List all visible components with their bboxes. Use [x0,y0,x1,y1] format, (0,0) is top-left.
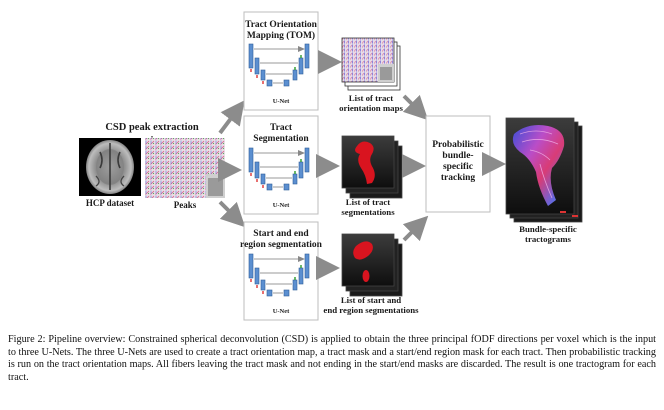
tom-title-line2: Mapping (TOM) [247,30,315,41]
startend-output-line1: List of start and [341,295,401,305]
unet-graphic-start-end [248,253,310,297]
arrow-peaks-to-tom [218,100,245,135]
csd-title: CSD peak extraction [105,122,198,133]
orientation-maps-stack [341,37,401,91]
figure-caption: Figure 2: Pipeline overview: Constrained… [8,334,656,383]
tract-segmentations-stack [341,135,403,199]
startend-title-line2: region segmentation [240,240,323,250]
unet-label-segmentation: U-Net [273,202,290,209]
arrow-maps-to-tracking [402,94,429,121]
tracking-line1: Probabilistic [432,140,484,150]
tracking-line4: tracking [441,173,476,183]
tom-output-line2: orientation maps [339,103,403,113]
tom-output-line1: List of tract [349,93,394,103]
output-line2: tractograms [525,234,571,244]
unet-box-start-end: Start and end region segmentation U-Net [240,221,323,321]
brain-image [79,138,141,196]
seg-output-line2: segmentations [341,207,395,217]
pipeline-diagram: CSD peak extraction HCP dataset Peaks Tr… [79,11,583,321]
tractograms-stack [505,117,583,223]
tracking-box: Probabilistic bundle- specific tracking [425,115,491,213]
unet-box-segmentation: Tract Segmentation U-Net [243,115,319,215]
tracking-line2: bundle- [442,151,473,161]
startend-output-line2: end region segmentations [323,305,419,315]
seg-title-line2: Segmentation [253,134,309,144]
unet-box-tom: Tract Orientation Mapping (TOM) U-Net [243,11,319,111]
peaks-image [145,138,225,198]
seg-title-line1: Tract [270,123,293,133]
output-line1: Bundle-specific [519,224,577,234]
unet-label-start-end: U-Net [273,308,290,315]
tracking-line3: specific [443,162,473,172]
arrow-peaks-to-startend [218,200,246,228]
start-end-segmentations-stack [341,233,403,297]
unet-graphic-segmentation [248,147,310,191]
hcp-label: HCP dataset [86,198,134,208]
startend-title-line1: Start and end [253,229,309,239]
tom-title-line1: Tract Orientation [245,20,318,30]
unet-graphic-tom [248,43,310,87]
seg-output-line1: List of tract [346,197,391,207]
unet-label-tom: U-Net [273,98,290,105]
peaks-label: Peaks [174,200,197,210]
arrow-startend-to-tracking [402,215,429,242]
